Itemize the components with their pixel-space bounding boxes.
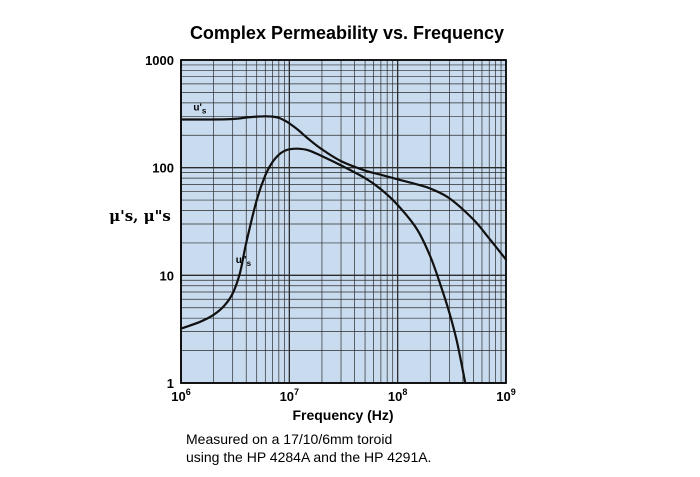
x-tick-label: 108 — [388, 387, 407, 404]
y-tick-label: 100 — [152, 161, 174, 176]
series-line-mu-prime — [179, 115, 508, 261]
measurement-note: Measured on a 17/10/6mm toroid using the… — [186, 430, 431, 466]
chart-title: Complex Permeability vs. Frequency — [190, 23, 504, 43]
x-axis-ticks: 106 107 108 109 — [171, 387, 515, 404]
series-label-mu-double-prime: u"s — [236, 255, 252, 268]
series-label-mu-prime: u's — [193, 102, 207, 115]
plot-area — [181, 60, 506, 383]
x-tick-label: 106 — [171, 387, 190, 404]
grid-minor — [181, 60, 506, 383]
x-tick-label: 107 — [280, 387, 299, 404]
x-tick-label: 109 — [496, 387, 515, 404]
y-tick-label: 1 — [167, 376, 174, 391]
y-axis-label: μ's, μ"s — [109, 207, 171, 225]
series-line-mu-double-prime — [179, 147, 467, 385]
series-labels: u's u"s — [193, 102, 251, 268]
note-line-2: using the HP 4284A and the HP 4291A. — [186, 449, 432, 465]
x-axis-label: Frequency (Hz) — [292, 407, 393, 423]
series-lines — [179, 115, 508, 385]
plot-frame — [180, 59, 507, 384]
y-tick-label: 1000 — [145, 53, 174, 68]
y-tick-label: 10 — [160, 268, 174, 283]
y-axis-ticks: 1 10 100 1000 — [145, 53, 174, 391]
note-line-1: Measured on a 17/10/6mm toroid — [186, 431, 393, 447]
